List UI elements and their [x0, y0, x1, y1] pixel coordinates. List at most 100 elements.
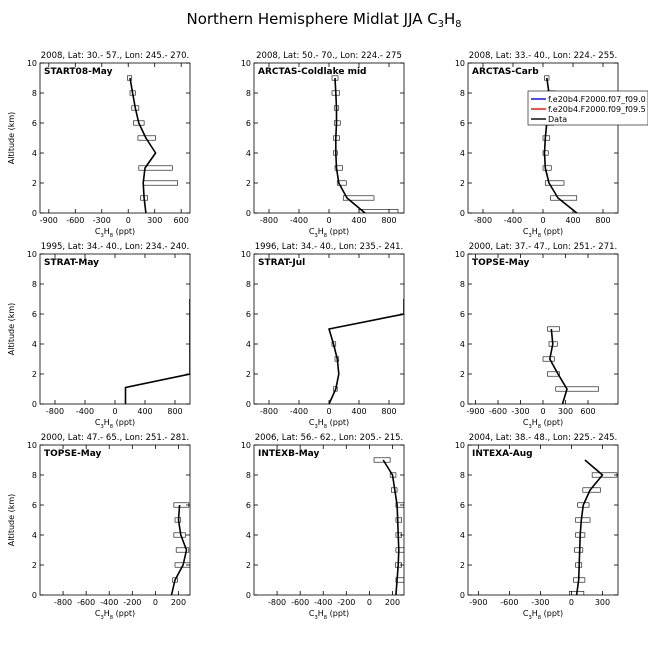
x-tick-label: 0: [326, 407, 331, 416]
panel-header: 2006, Lat: 56.- 62., Lon: 205.- 215.: [255, 433, 403, 443]
y-tick-label: 8: [32, 471, 37, 480]
obs-box: [138, 165, 173, 171]
y-tick-label: 8: [460, 280, 465, 289]
formula-c: C: [95, 418, 101, 427]
panel-label: TOPSE-May: [44, 449, 102, 459]
x-tick-label: -400: [290, 216, 308, 225]
x-tick-label: 400: [565, 216, 580, 225]
y-tick-label: 6: [32, 119, 37, 128]
formula-sub-3: 3: [314, 233, 317, 239]
y-tick-label: 4: [32, 340, 37, 349]
x-tick-label: 600: [174, 216, 189, 225]
legend: f.e20b4.F2000.f07_f09.0f.e20b4.F2000.f09…: [527, 90, 648, 126]
y-tick-label: 6: [460, 310, 465, 319]
y-tick-label: 10: [455, 441, 465, 450]
y-tick-label: 10: [455, 59, 465, 68]
x-axis-label: C3H8 (ppt): [95, 609, 135, 621]
panel-header: 2008, Lat: 30.- 57., Lon: 245.- 270.: [41, 51, 189, 61]
panel-header: 1996, Lat: 34.- 40., Lon: 235.- 241.: [255, 242, 403, 252]
y-tick-label: 2: [32, 561, 37, 570]
formula-h: H: [318, 418, 324, 427]
panel-header: 2004, Lat: 38.- 48., Lon: 225.- 245.: [469, 433, 617, 443]
formula-h: H: [444, 10, 455, 28]
x-tick-label: -600: [500, 598, 518, 607]
y-tick-label: 6: [246, 310, 251, 319]
obs-box: [334, 165, 343, 171]
x-tick-label: 0: [540, 216, 545, 225]
obs-box: [542, 356, 555, 362]
obs-box: [336, 180, 347, 186]
obs-box: [574, 547, 584, 553]
obs-box: [542, 135, 551, 141]
panel-label: START08-May: [44, 67, 113, 77]
formula-unit: (ppt): [327, 609, 349, 618]
x-tick-label: -600: [66, 216, 84, 225]
formula-c: C: [309, 609, 315, 618]
y-tick-label: 6: [32, 501, 37, 510]
plot-frame: [467, 444, 619, 596]
formula-c: C: [309, 227, 315, 236]
formula-c: C: [95, 609, 101, 618]
formula-unit: (ppt): [541, 418, 563, 427]
formula-c: C: [523, 418, 529, 427]
legend-entry: f.e20b4.F2000.f07_f09.0: [548, 95, 646, 104]
x-tick-label: 400: [351, 407, 366, 416]
legend-entry: f.e20b4.F2000.f09_f09.5: [548, 105, 646, 114]
formula-sub-8: 8: [538, 615, 541, 621]
formula-unit: (ppt): [327, 418, 349, 427]
x-tick-label: 300: [558, 407, 573, 416]
obs-box: [395, 547, 404, 553]
y-tick-label: 10: [27, 59, 37, 68]
y-tick-label: 0: [246, 209, 251, 218]
x-tick-label: -800: [260, 407, 278, 416]
formula-c: C: [523, 609, 529, 618]
data-area: [373, 457, 404, 595]
x-tick-label: 600: [580, 407, 595, 416]
formula-prefix: Northern Hemisphere Midlat JJA: [186, 10, 427, 28]
formula-sub-8: 8: [324, 424, 327, 430]
x-tick-label: -800: [268, 598, 286, 607]
plot-frame: [39, 62, 191, 214]
y-tick-label: 2: [460, 370, 465, 379]
data-area: [331, 75, 399, 213]
profile-line: [334, 77, 366, 213]
x-tick-label: 0: [540, 407, 545, 416]
x-tick-label: 0: [112, 407, 117, 416]
formula-h: H: [318, 227, 324, 236]
panel-header: 2000, Lat: 47.- 65., Lon: 251.- 281.: [41, 433, 189, 443]
y-tick-label: 2: [246, 370, 251, 379]
obs-box: [142, 180, 178, 186]
panel-5: 1996, Lat: 34.- 40., Lon: 235.- 241. 0 2 4 6…: [241, 242, 405, 430]
formula-sub-8: 8: [324, 615, 327, 621]
obs-box: [395, 502, 404, 508]
obs-box: [591, 472, 618, 478]
x-tick-label: -900: [40, 216, 58, 225]
x-tick-label: -400: [314, 598, 332, 607]
x-tick-label: -600: [291, 598, 309, 607]
panel-1: 2008, Lat: 30.- 57., Lon: 245.- 270. 0 2 4 6…: [7, 51, 191, 239]
y-tick-label: 4: [246, 149, 251, 158]
formula-c: C: [309, 418, 315, 427]
x-axis-label: C3H8 (ppt): [523, 227, 563, 239]
y-tick-label: 10: [241, 59, 251, 68]
x-tick-label: -400: [504, 216, 522, 225]
x-tick-label: 200: [385, 598, 400, 607]
obs-box: [555, 386, 599, 392]
plot-frame: [467, 253, 619, 405]
y-tick-label: 4: [460, 340, 465, 349]
y-tick-label: 6: [460, 501, 465, 510]
x-tick-label: -200: [337, 598, 355, 607]
y-axis-label: Altitude (km): [7, 303, 16, 355]
panel-label: ARCTAS-Coldlake mid: [258, 67, 366, 77]
panel-header: 2008, Lat: 33.- 40., Lon: 224.- 255.: [469, 51, 617, 61]
x-tick-label: -800: [46, 407, 64, 416]
obs-box: [550, 195, 578, 201]
y-tick-label: 8: [460, 89, 465, 98]
panel-header: 2008, Lat: 50.- 70., Lon: 224.- 275: [256, 51, 402, 61]
y-tick-label: 0: [32, 209, 37, 218]
profile-line: [382, 459, 400, 595]
formula-h: H: [318, 609, 324, 618]
panel-6: 2000, Lat: 37.- 47., Lon: 251.- 271. 0 2 4 6…: [455, 242, 619, 430]
y-tick-label: 8: [246, 471, 251, 480]
x-axis-label: C3H8 (ppt): [95, 418, 135, 430]
